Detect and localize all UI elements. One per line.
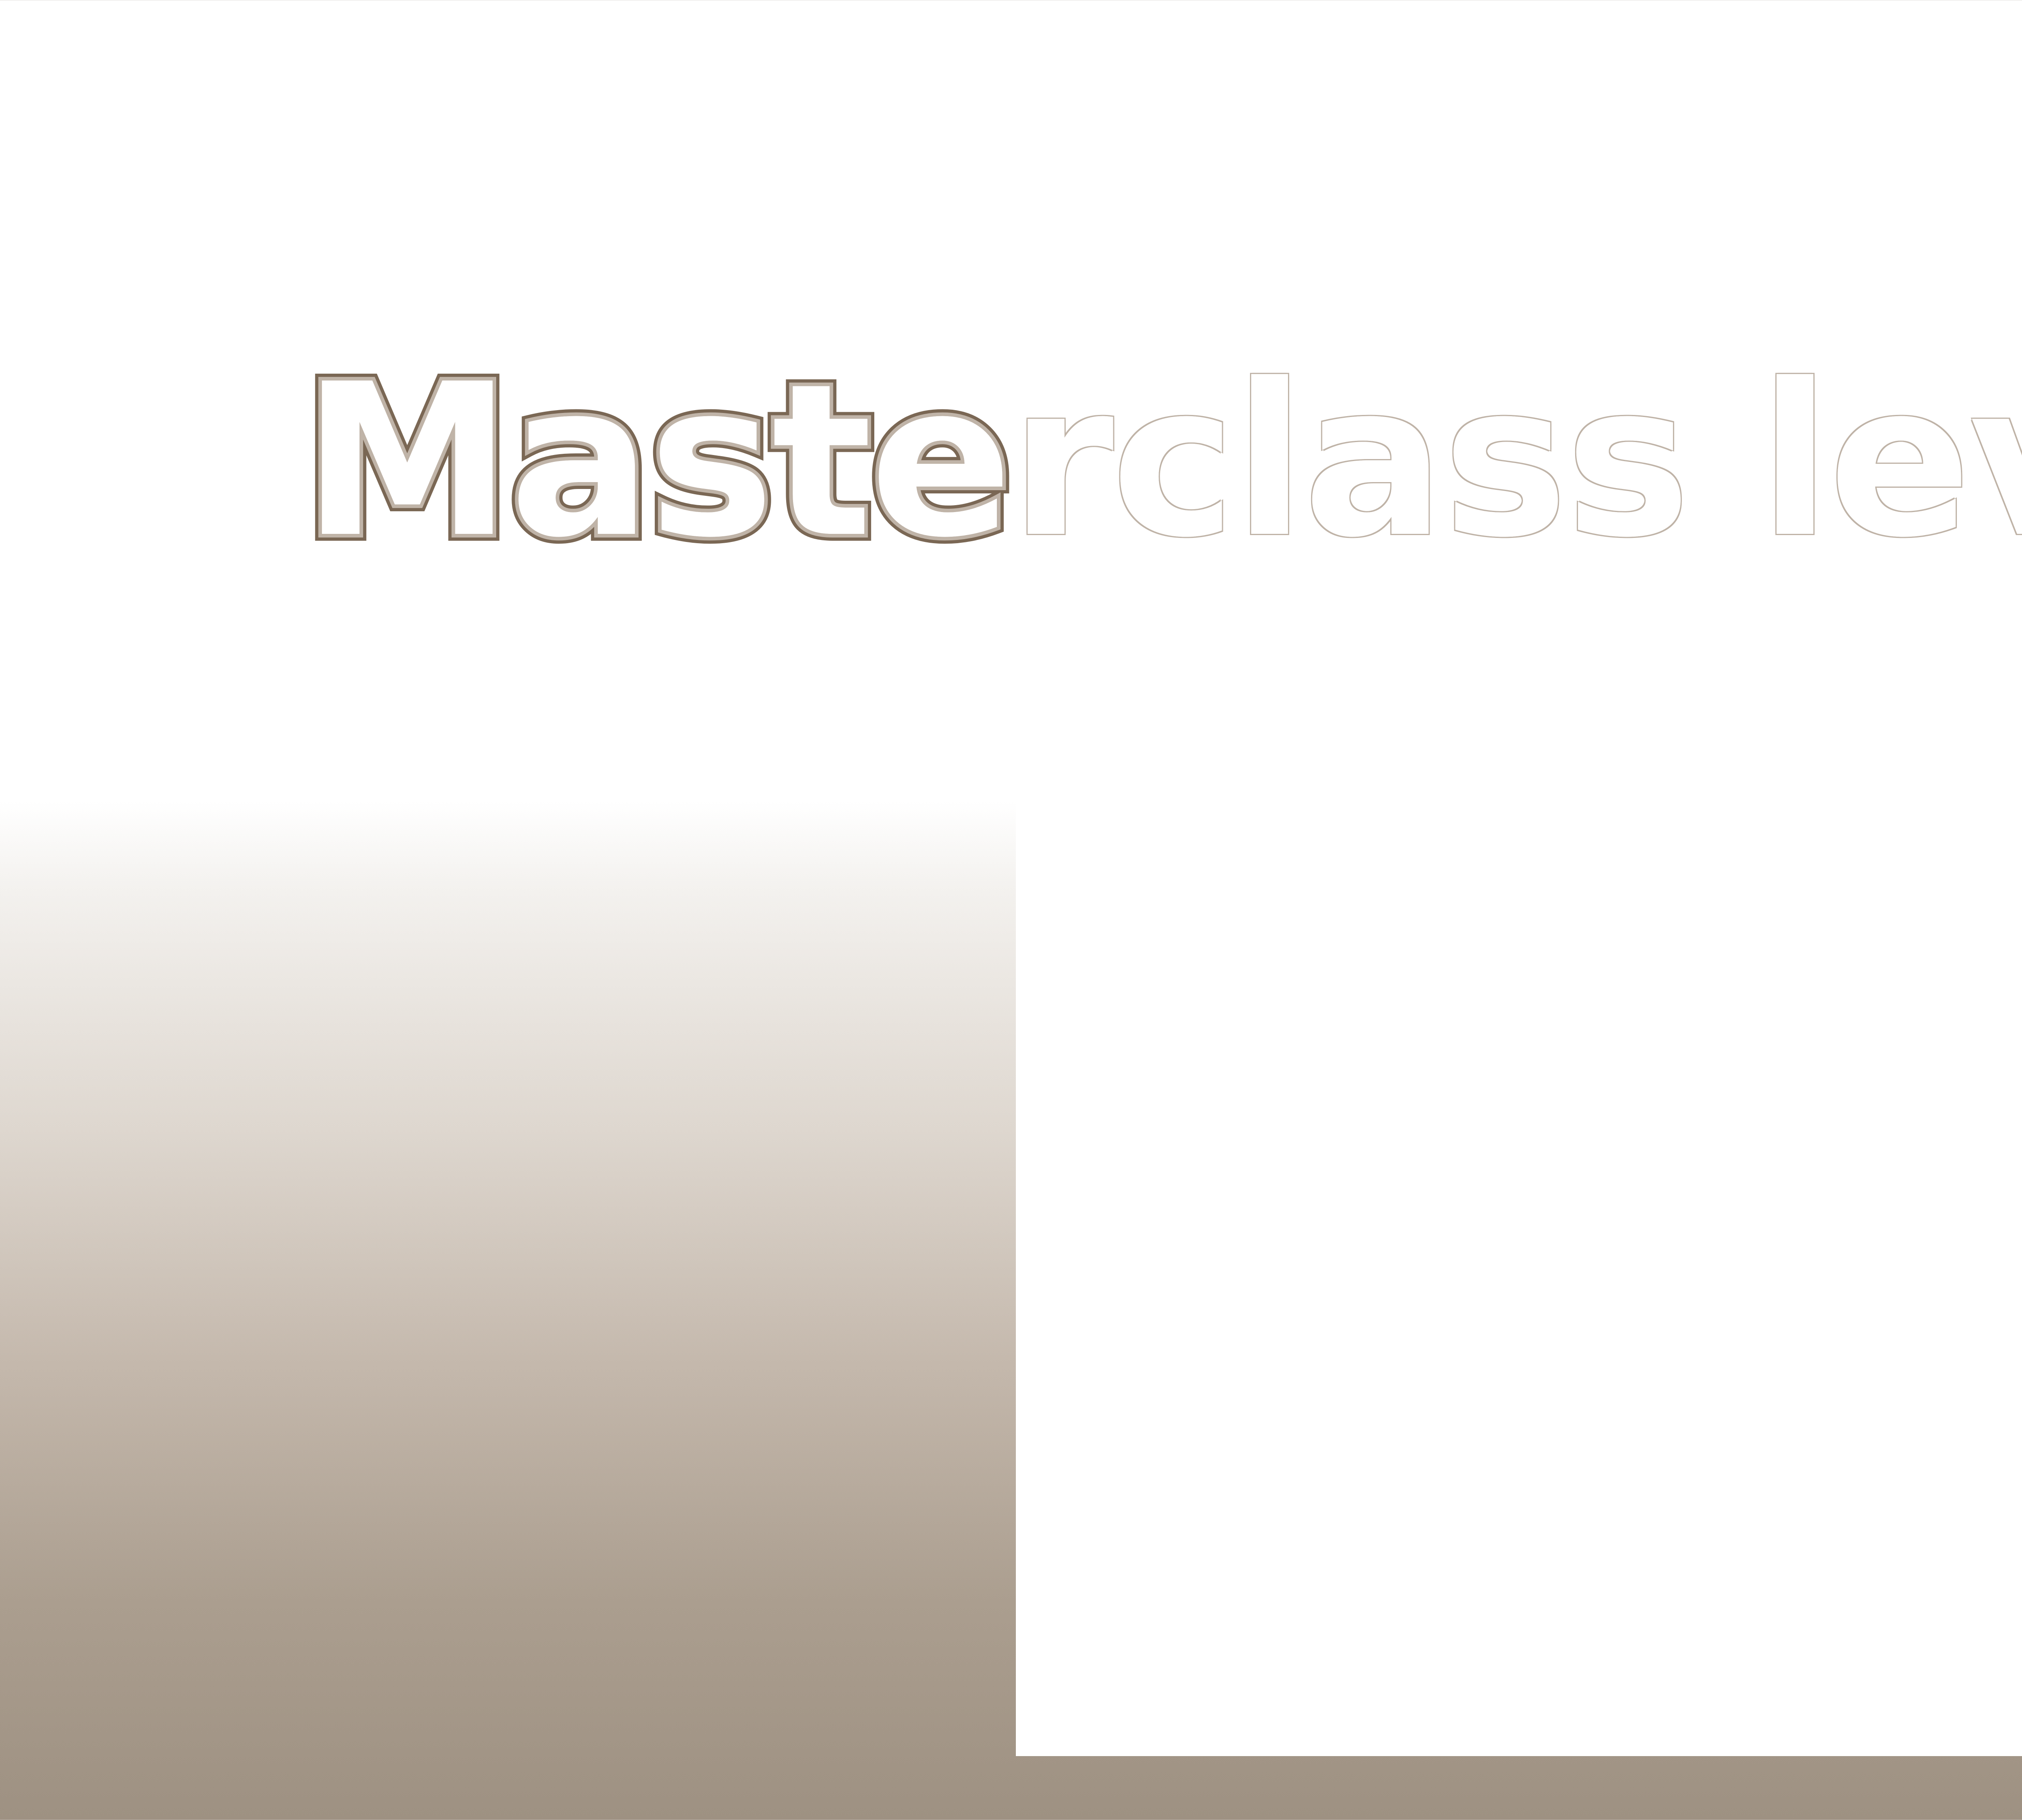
document-sheet: sapiens manus Fascial Manipulation® Stec… [1016, 116, 2022, 1756]
